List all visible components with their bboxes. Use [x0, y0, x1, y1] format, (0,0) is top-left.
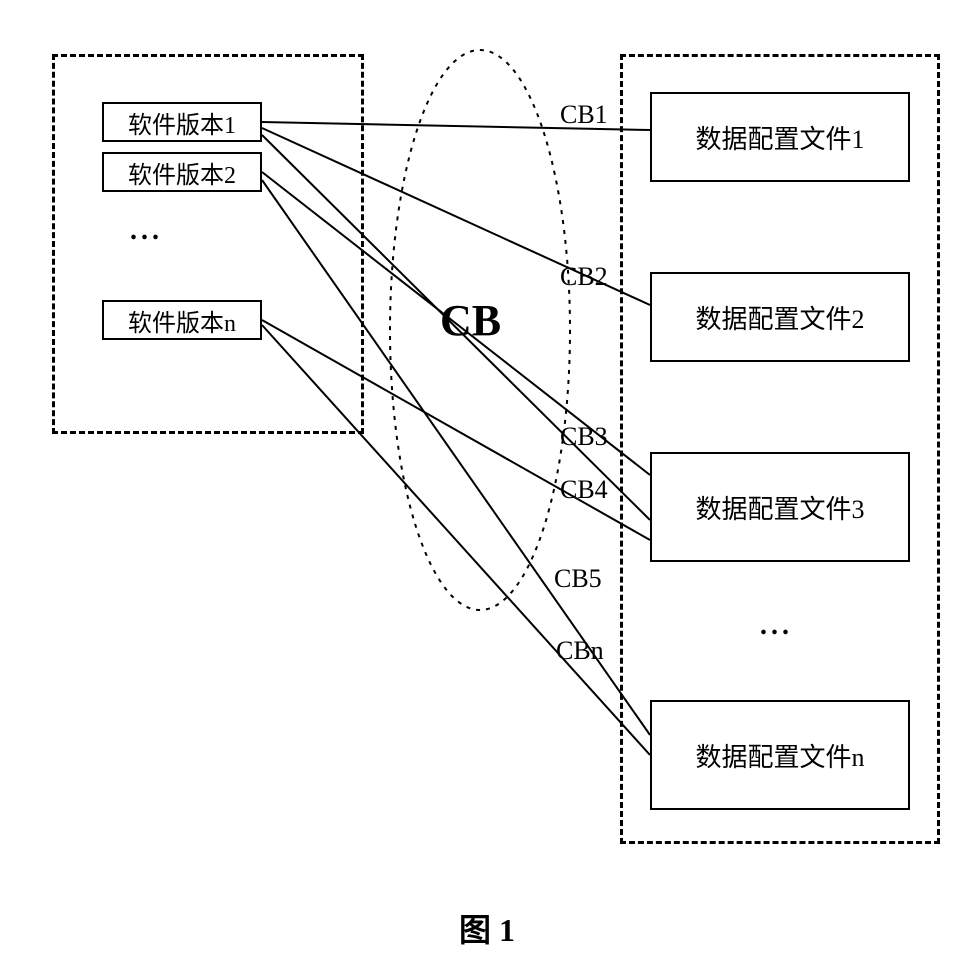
- edge-label: CB4: [560, 475, 608, 505]
- node-label: 软件版本2: [128, 155, 236, 190]
- edge-label: CB2: [560, 262, 608, 292]
- software-version-node: 软件版本2: [102, 152, 262, 192]
- cb-center-label: CB: [440, 295, 501, 346]
- node-label: 软件版本1: [128, 105, 236, 140]
- edge-label: CBn: [556, 636, 604, 666]
- data-config-file-node: 数据配置文件3: [650, 452, 910, 562]
- diagram-container: 软件版本1 软件版本2 软件版本n ... 数据配置文件1 数据配置文件2 数据配置文件…: [0, 0, 974, 965]
- software-version-node: 软件版本1: [102, 102, 262, 142]
- figure-label: 图 1: [0, 905, 974, 951]
- node-label: 数据配置文件1: [695, 119, 864, 156]
- node-label: 软件版本n: [128, 303, 236, 338]
- edge-label: CB5: [554, 564, 602, 594]
- right-ellipsis: ...: [760, 610, 793, 642]
- edge-label: CB1: [560, 100, 608, 130]
- software-version-node: 软件版本n: [102, 300, 262, 340]
- node-label: 数据配置文件n: [695, 737, 864, 774]
- data-config-file-node: 数据配置文件2: [650, 272, 910, 362]
- edge-label: CB3: [560, 422, 608, 452]
- data-config-file-node: 数据配置文件n: [650, 700, 910, 810]
- data-config-file-node: 数据配置文件1: [650, 92, 910, 182]
- left-ellipsis: ...: [130, 215, 163, 247]
- node-label: 数据配置文件3: [695, 489, 864, 526]
- node-label: 数据配置文件2: [695, 299, 864, 336]
